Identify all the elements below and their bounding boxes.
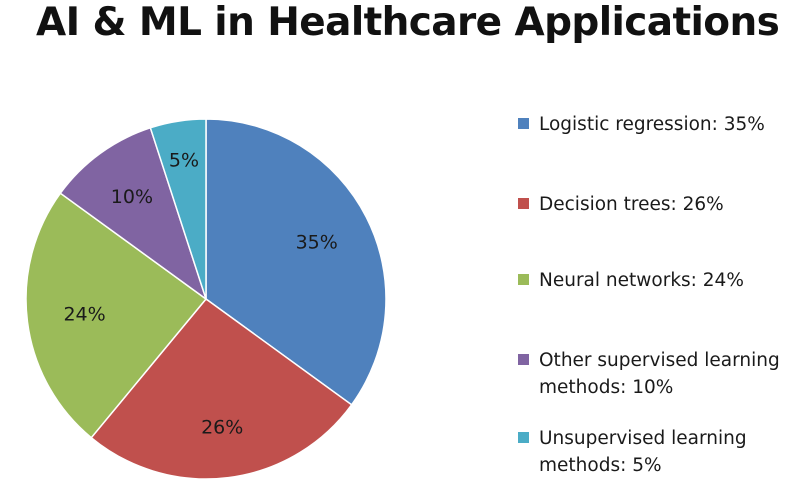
pie-slices [25, 118, 387, 480]
pie-slice-logistic-regression [205, 118, 387, 406]
legend-swatch-neural-networks [518, 274, 529, 285]
pie-data-labels: 35% 26% 24% 10% 5% [63, 149, 337, 438]
legend-swatch-unsupervised [518, 432, 529, 443]
legend-item-unsupervised: Unsupervised learning methods: 5% [518, 425, 804, 479]
legend-label-other-supervised: Other supervised learning methods: 10% [539, 350, 780, 398]
legend-item-decision-trees: Decision trees: 26% [518, 191, 804, 218]
legend-item-other-supervised: Other supervised learning methods: 10% [518, 347, 804, 401]
data-label-other-supervised: 10% [111, 186, 153, 208]
pie-slice-other-supervised [59, 126, 208, 301]
pie-slice-neural-networks [25, 192, 208, 439]
data-label-decision-trees: 26% [201, 417, 243, 439]
legend-label-unsupervised: Unsupervised learning methods: 5% [539, 428, 747, 476]
legend: Logistic regression: 35% Decision trees: … [518, 0, 810, 485]
legend-label-decision-trees: Decision trees: 26% [539, 194, 724, 215]
pie-slice-decision-trees [90, 297, 353, 480]
chart-title: AI & ML in Healthcare Applications [36, 0, 780, 45]
data-label-unsupervised: 5% [169, 149, 199, 171]
legend-label-neural-networks: Neural networks: 24% [539, 270, 744, 291]
data-label-neural-networks: 24% [63, 303, 105, 325]
legend-swatch-other-supervised [518, 354, 529, 365]
legend-label-logistic-regression: Logistic regression: 35% [539, 114, 765, 135]
legend-swatch-decision-trees [518, 198, 529, 209]
legend-item-neural-networks: Neural networks: 24% [518, 267, 804, 294]
legend-item-logistic-regression: Logistic regression: 35% [518, 111, 804, 138]
pie-chart: 35% 26% 24% 10% 5% [25, 118, 387, 480]
legend-swatch-logistic-regression [518, 118, 529, 129]
pie-slice-unsupervised [149, 118, 207, 300]
data-label-logistic-regression: 35% [296, 232, 338, 254]
